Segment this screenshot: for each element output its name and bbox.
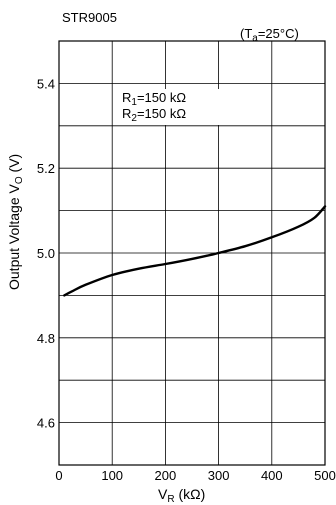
condition-suffix: =25°C)	[257, 26, 299, 41]
chart-title: STR9005	[62, 10, 117, 25]
annotation-background	[119, 89, 219, 125]
y-axis-label-sub: O	[14, 176, 25, 185]
y-tick-label: 5.2	[37, 161, 55, 176]
series-line	[63, 205, 327, 297]
annotation-symbol: R	[122, 90, 132, 105]
y-tick-label: 5.0	[37, 246, 55, 261]
annotation-symbol: R	[122, 106, 132, 121]
y-tick-label: 4.6	[37, 416, 55, 431]
x-axis-label: VR (kΩ)	[158, 486, 206, 505]
condition-sub: a	[252, 33, 258, 44]
annotation-line: R2=150 kΩ	[122, 106, 187, 124]
condition-prefix: (T	[240, 26, 253, 41]
y-axis-label-main: Output Voltage V	[6, 184, 22, 290]
annotation-value: =150 kΩ	[136, 90, 187, 105]
condition-label: (Ta=25°C)	[240, 26, 299, 44]
y-axis-label: Output Voltage VO (V)	[6, 153, 25, 290]
x-tick-label: 500	[314, 468, 336, 483]
x-axis-label-main: V	[158, 486, 168, 502]
x-tick-label: 200	[155, 468, 177, 483]
y-tick-label: 4.8	[37, 331, 55, 346]
x-tick-label: 400	[261, 468, 283, 483]
plot-frame	[58, 40, 326, 466]
annotation-subscript: 2	[131, 113, 137, 124]
x-tick-label: 100	[101, 468, 123, 483]
annotation-value: =150 kΩ	[136, 106, 187, 121]
x-tick-label: 0	[55, 468, 62, 483]
x-axis-label-sub: R	[167, 494, 175, 505]
annotation-subscript: 1	[131, 97, 137, 108]
x-tick-label: 300	[208, 468, 230, 483]
x-axis-label-unit: (kΩ)	[174, 486, 206, 502]
annotation-line: R1=150 kΩ	[122, 90, 187, 108]
y-tick-label: 5.4	[37, 76, 55, 91]
y-axis-label-unit: (V)	[6, 153, 22, 177]
